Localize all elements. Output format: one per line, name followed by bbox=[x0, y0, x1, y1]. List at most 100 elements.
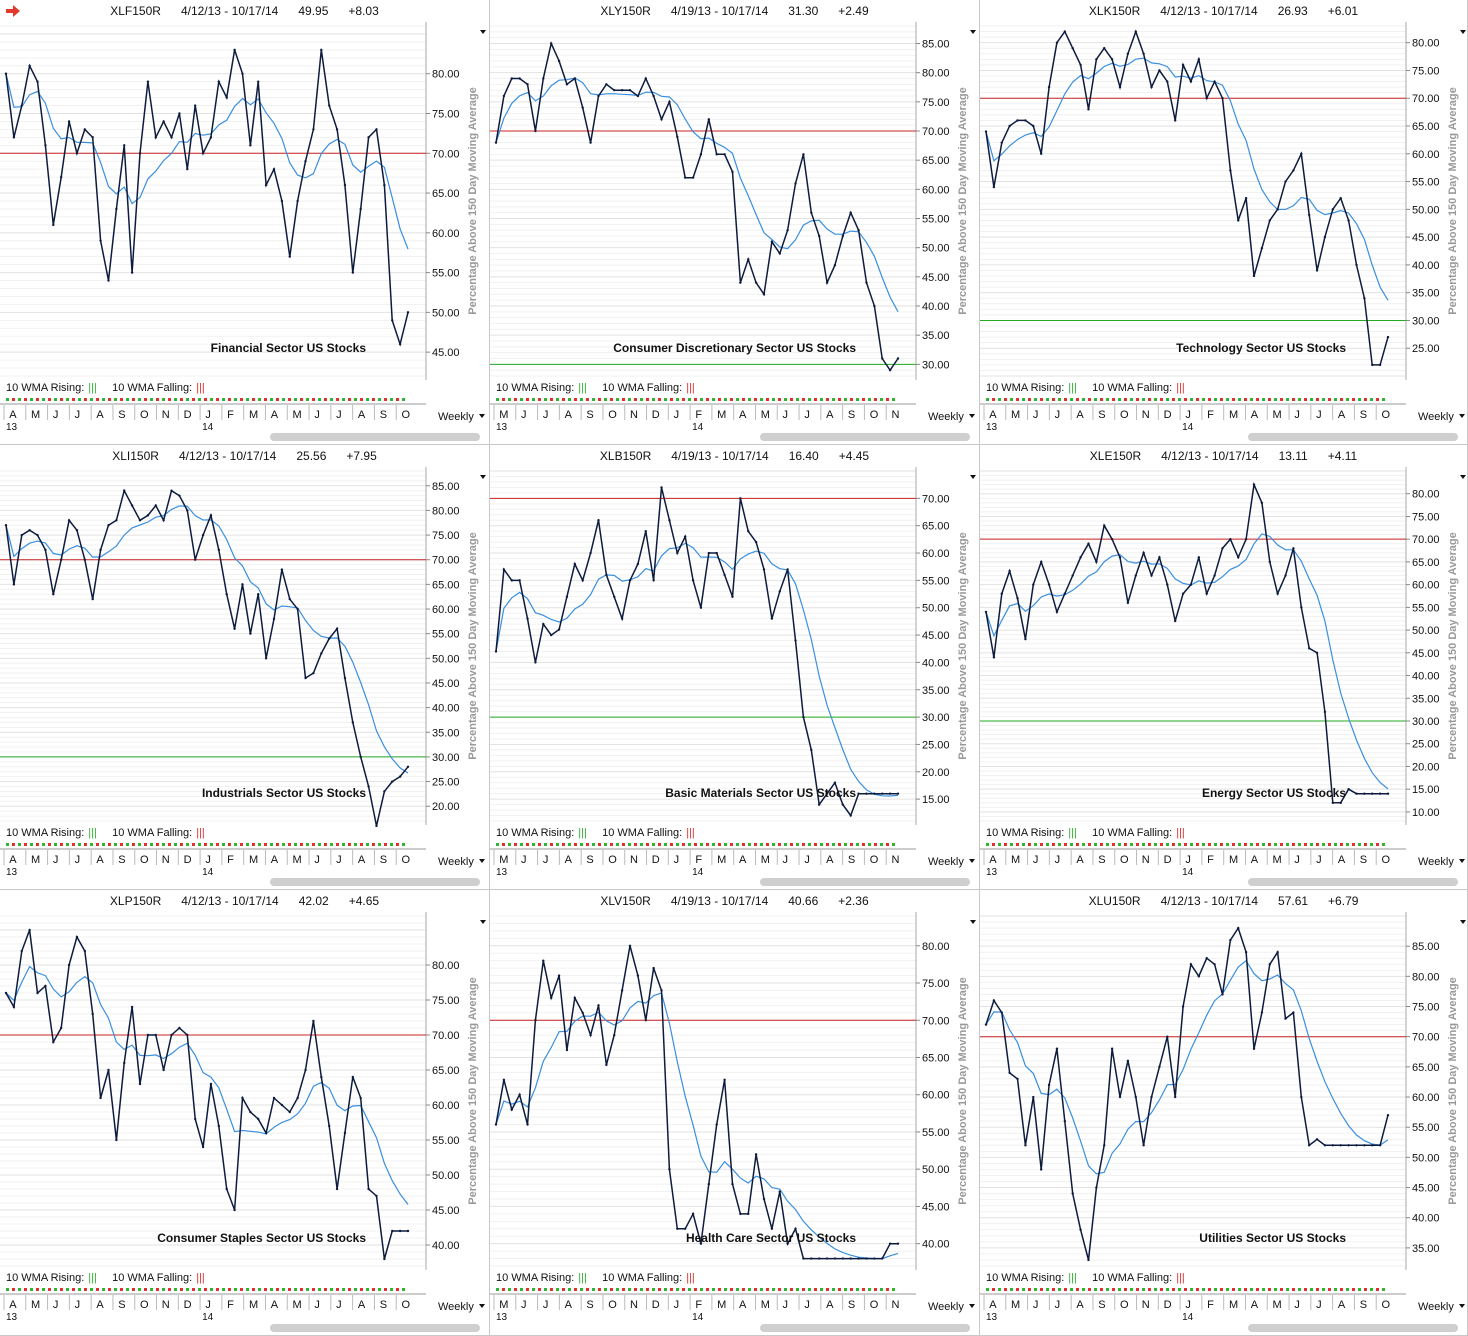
wma-state-dot bbox=[1088, 843, 1091, 846]
horizontal-scrollbar[interactable] bbox=[1248, 433, 1458, 441]
month-tick-label: A bbox=[565, 854, 573, 866]
wma-state-dot bbox=[508, 1288, 511, 1291]
wma-state-dot bbox=[1184, 1288, 1187, 1291]
period-selector[interactable]: Weekly bbox=[928, 856, 964, 868]
wma-rising-bars: ||| bbox=[88, 827, 97, 839]
month-tick-label: O bbox=[870, 1299, 879, 1311]
chart-header: XLB150R 4/19/13 - 10/17/14 16.40 +4.45 bbox=[490, 445, 979, 467]
data-point bbox=[620, 617, 624, 620]
horizontal-scrollbar[interactable] bbox=[1248, 878, 1458, 886]
wma-state-dot bbox=[736, 398, 739, 401]
horizontal-scrollbar[interactable] bbox=[270, 878, 480, 886]
data-point bbox=[1024, 119, 1027, 122]
wma-state-dot bbox=[844, 1288, 847, 1291]
data-point bbox=[1284, 574, 1287, 577]
horizontal-scrollbar[interactable] bbox=[760, 878, 970, 886]
wma-state-dot bbox=[778, 398, 781, 401]
data-point bbox=[327, 1124, 331, 1128]
chart-last-value: 16.40 bbox=[788, 449, 819, 463]
wma-state-dot bbox=[216, 398, 219, 401]
chart-panel-xlv150r: XLV150R 4/19/13 - 10/17/14 40.66 +2.36 40.00… bbox=[490, 890, 980, 1336]
percentage-line bbox=[5, 488, 409, 827]
month-tick-label: M bbox=[761, 1299, 770, 1311]
wma-state-dot bbox=[360, 843, 363, 846]
wma-state-dot bbox=[1334, 1288, 1337, 1291]
wma-state-dot bbox=[66, 843, 69, 846]
month-tick-label: D bbox=[184, 1299, 192, 1311]
data-point bbox=[162, 120, 165, 123]
period-selector[interactable]: Weekly bbox=[928, 1301, 964, 1313]
period-selector[interactable]: Weekly bbox=[438, 1301, 474, 1313]
wma-state-dot bbox=[1292, 1288, 1295, 1291]
data-point bbox=[573, 77, 577, 80]
wma-state-dot bbox=[120, 843, 123, 846]
data-point bbox=[1055, 1047, 1059, 1050]
data-point bbox=[762, 568, 766, 571]
y-tick-label: 50.00 bbox=[922, 243, 950, 255]
period-selector[interactable]: Weekly bbox=[928, 411, 964, 423]
month-tick-label: D bbox=[1164, 854, 1172, 866]
wma-state-dot bbox=[48, 398, 51, 401]
data-point bbox=[1189, 583, 1193, 586]
wma-state-dot bbox=[1106, 398, 1109, 401]
horizontal-scrollbar[interactable] bbox=[760, 1324, 970, 1332]
wma-state-dot bbox=[880, 843, 883, 846]
percentage-line bbox=[495, 41, 899, 372]
wma-state-dot bbox=[1154, 843, 1157, 846]
horizontal-scrollbar[interactable] bbox=[1248, 1324, 1458, 1332]
chart-header: XLU150R 4/12/13 - 10/17/14 57.61 +6.79 bbox=[980, 890, 1467, 912]
month-tick-label: N bbox=[162, 854, 170, 866]
wma-state-dot bbox=[790, 398, 793, 401]
y-tick-label: 80.00 bbox=[432, 505, 460, 517]
wma-state-dot bbox=[1160, 843, 1163, 846]
horizontal-scrollbar[interactable] bbox=[760, 433, 970, 441]
month-tick-label: S bbox=[1360, 854, 1367, 866]
month-tick-label: F bbox=[1207, 409, 1214, 421]
wma-state-dot bbox=[342, 398, 345, 401]
data-point bbox=[762, 1197, 766, 1201]
period-selector[interactable]: Weekly bbox=[1418, 411, 1454, 423]
y-tick-label: 75.00 bbox=[432, 109, 460, 121]
wma-state-dot bbox=[592, 1288, 595, 1291]
wma-state-dot bbox=[1202, 1288, 1205, 1291]
period-selector[interactable]: Weekly bbox=[1418, 856, 1454, 868]
data-point bbox=[1173, 1095, 1177, 1099]
wma-state-dot bbox=[1010, 398, 1013, 401]
data-point bbox=[668, 519, 671, 522]
wma-rising-bars: ||| bbox=[578, 1272, 587, 1284]
month-tick-label: A bbox=[826, 409, 834, 421]
data-point bbox=[825, 792, 829, 795]
wma-rising-label: 10 WMA Rising: bbox=[986, 1272, 1065, 1284]
month-tick-label: O bbox=[401, 1299, 410, 1311]
data-point bbox=[288, 1110, 291, 1114]
data-point bbox=[91, 136, 94, 139]
wma-state-dot bbox=[270, 843, 273, 846]
red-right-arrow-icon[interactable] bbox=[6, 5, 20, 17]
month-tick-label: M bbox=[717, 854, 726, 866]
period-selector[interactable]: Weekly bbox=[1418, 1301, 1454, 1313]
month-tick-label: J bbox=[804, 1299, 810, 1311]
chart-title: Financial Sector US Stocks bbox=[211, 341, 367, 355]
month-tick-label: S bbox=[586, 854, 593, 866]
wma-falling-bars: ||| bbox=[686, 1272, 695, 1284]
wma-state-dot bbox=[150, 398, 153, 401]
y-tick-label: 70.00 bbox=[432, 1030, 460, 1042]
data-point bbox=[296, 199, 299, 203]
horizontal-scrollbar[interactable] bbox=[270, 433, 480, 441]
data-point bbox=[1268, 560, 1271, 564]
period-selector[interactable]: Weekly bbox=[438, 856, 474, 868]
chart-last-value: 25.56 bbox=[296, 449, 327, 463]
wma-state-dot bbox=[186, 398, 189, 401]
wma-state-dot bbox=[1160, 1288, 1163, 1291]
data-point bbox=[59, 1026, 63, 1030]
period-selector[interactable]: Weekly bbox=[438, 411, 474, 423]
chart-symbol: XLV150R bbox=[600, 894, 651, 908]
data-point bbox=[327, 104, 331, 107]
wma-state-dot bbox=[42, 398, 45, 401]
wma-state-dot bbox=[348, 398, 351, 401]
horizontal-scrollbar[interactable] bbox=[270, 1324, 480, 1332]
data-point bbox=[518, 77, 521, 80]
data-point bbox=[1229, 938, 1232, 942]
wma-state-dot bbox=[724, 1288, 727, 1291]
